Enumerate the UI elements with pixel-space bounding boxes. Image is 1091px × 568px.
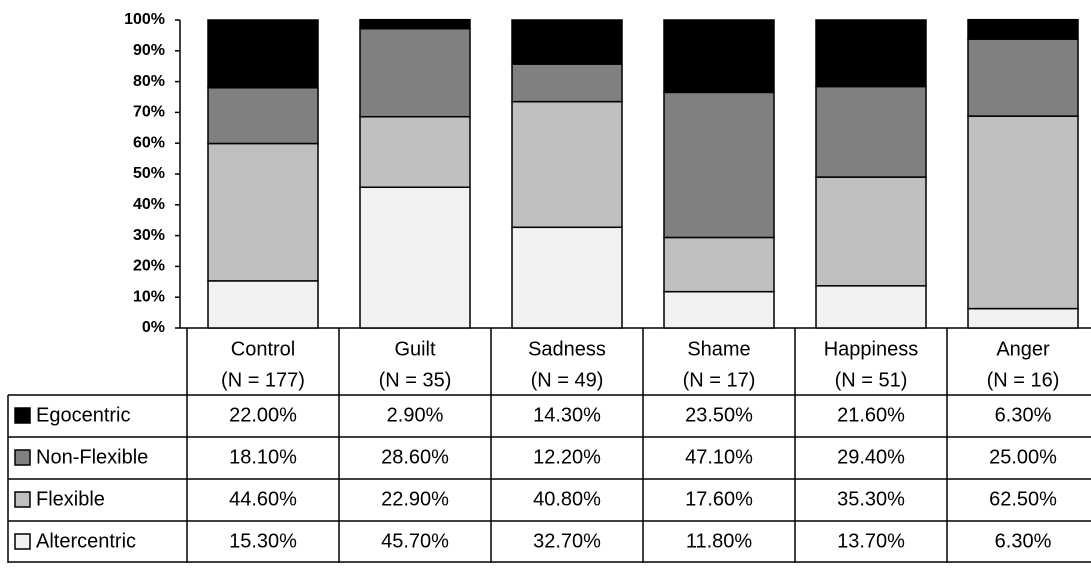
y-tick-label: 70% — [133, 104, 165, 121]
y-tick-label: 20% — [133, 258, 165, 275]
table-value: 17.60% — [685, 488, 753, 510]
table-value: 11.80% — [686, 530, 753, 552]
y-tick-label: 90% — [133, 42, 165, 59]
bar-segment — [967, 115, 1079, 310]
table-value: 44.60% — [229, 488, 297, 510]
table-value: 2.90% — [387, 404, 444, 426]
table-value: 14.30% — [533, 404, 601, 426]
y-tick-label: 10% — [133, 288, 165, 305]
table-value: 12.20% — [533, 446, 601, 468]
y-tick-label: 30% — [133, 227, 165, 244]
category-label: Control — [231, 338, 295, 360]
y-tick-label: 50% — [133, 165, 165, 182]
bar-segment — [815, 19, 927, 88]
table-value: 32.70% — [533, 530, 601, 552]
table-value: 28.60% — [381, 446, 449, 468]
bar-segment — [815, 285, 927, 329]
bar-segment — [511, 100, 623, 229]
category-label: Happiness — [824, 338, 919, 360]
bar-segment — [207, 19, 319, 89]
category-note: (N = 35) — [379, 369, 452, 391]
category-label: Shame — [687, 338, 750, 360]
table-value: 18.10% — [229, 446, 297, 468]
table-value: 6.30% — [995, 530, 1052, 552]
legend-swatch — [14, 449, 31, 466]
legend-swatch — [14, 407, 31, 424]
table-value: 13.70% — [837, 530, 905, 552]
bar-segment — [359, 27, 471, 118]
table-value: 40.80% — [533, 488, 601, 510]
bar-segment — [967, 38, 1079, 117]
bar-segment — [359, 115, 471, 188]
table-value: 62.50% — [989, 488, 1057, 510]
category-label: Sadness — [528, 338, 606, 360]
y-tick-label: 60% — [133, 134, 165, 151]
y-tick-label: 80% — [133, 73, 165, 90]
category-label: Guilt — [394, 338, 436, 360]
category-note: (N = 51) — [835, 369, 908, 391]
bar-segment — [663, 236, 775, 293]
table-value: 23.50% — [685, 404, 753, 426]
bar-segment — [511, 19, 623, 65]
category-note: (N = 16) — [987, 369, 1060, 391]
category-note: (N = 17) — [683, 369, 756, 391]
legend-swatch — [14, 491, 31, 508]
bar-segment — [967, 18, 1079, 40]
bar-segment — [207, 87, 319, 145]
table-value: 22.00% — [229, 404, 297, 426]
bar-segment — [511, 226, 623, 329]
table-value: 15.30% — [229, 530, 297, 552]
legend-label: Flexible — [36, 488, 105, 510]
table-value: 29.40% — [837, 446, 905, 468]
table-value: 35.30% — [837, 488, 905, 510]
category-label: Anger — [996, 338, 1050, 360]
y-tick-label: 40% — [133, 196, 165, 213]
bar-segment — [511, 63, 623, 103]
bar-segment — [815, 85, 927, 178]
table-value: 6.30% — [995, 404, 1052, 426]
table-value: 47.10% — [685, 446, 753, 468]
bar-segment — [663, 91, 775, 239]
bar-segment — [663, 19, 775, 94]
category-note: (N = 177) — [221, 369, 305, 391]
bar-segment — [359, 18, 471, 30]
bar-segment — [207, 142, 319, 282]
legend-swatch — [14, 533, 31, 550]
legend-label: Altercentric — [36, 530, 136, 552]
bar-segment — [207, 280, 319, 329]
table-value: 45.70% — [381, 530, 449, 552]
y-tick-label: 100% — [124, 11, 165, 28]
legend-label: Non-Flexible — [36, 446, 148, 468]
table-value: 21.60% — [837, 404, 905, 426]
bar-segment — [967, 307, 1079, 329]
bar-segment — [663, 290, 775, 329]
bar-segment — [815, 176, 927, 287]
legend-label: Egocentric — [36, 404, 131, 426]
category-note: (N = 49) — [531, 369, 604, 391]
table-value: 25.00% — [989, 446, 1057, 468]
bar-segment — [359, 186, 471, 329]
y-tick-label: 0% — [142, 319, 165, 336]
table-value: 22.90% — [381, 488, 449, 510]
